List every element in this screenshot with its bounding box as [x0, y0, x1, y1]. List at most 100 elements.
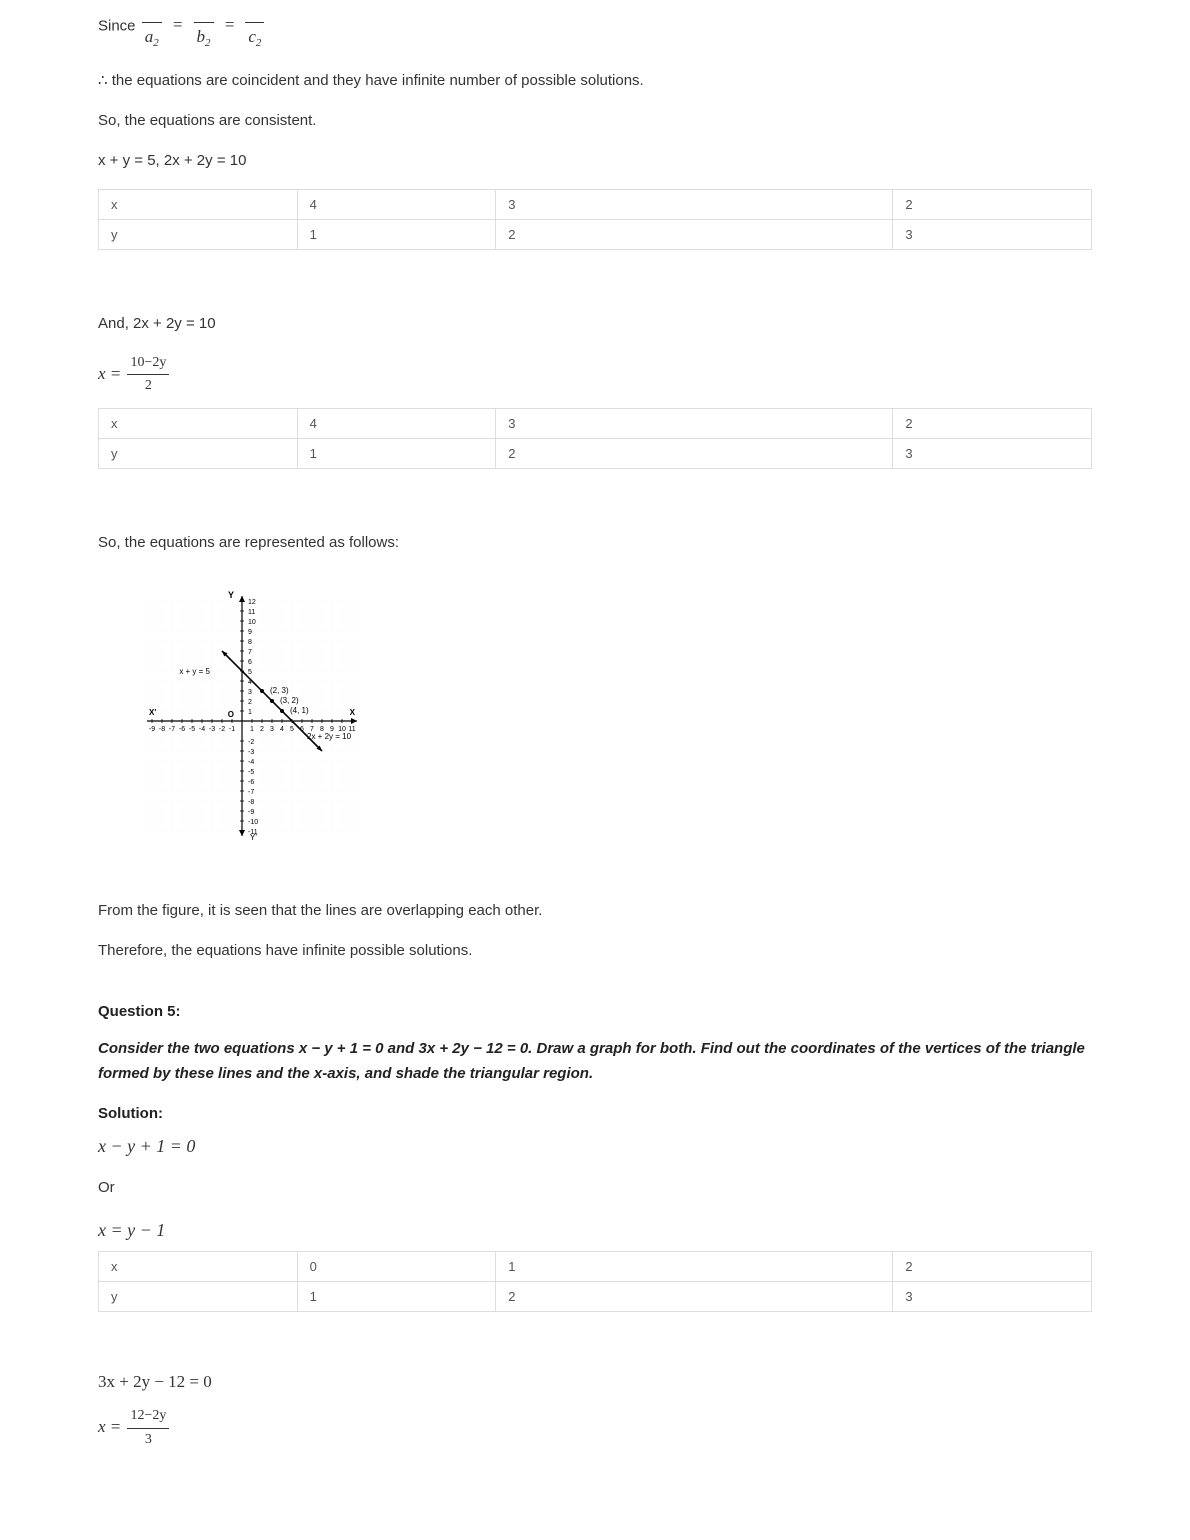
- table-row: x 4 3 2: [99, 408, 1092, 438]
- svg-text:-1: -1: [229, 726, 235, 733]
- svg-text:O: O: [228, 710, 234, 719]
- svg-text:6: 6: [248, 659, 252, 666]
- eq-sol2: x = y − 1: [98, 1216, 1092, 1245]
- svg-text:5: 5: [290, 726, 294, 733]
- table-cell: 3: [893, 1282, 1092, 1312]
- svg-text:-5: -5: [189, 726, 195, 733]
- para-or: Or: [98, 1176, 1092, 1200]
- table-cell: y: [99, 219, 298, 249]
- svg-text:Y: Y: [228, 590, 234, 600]
- svg-text:10: 10: [248, 619, 256, 626]
- table-row: y 1 2 3: [99, 219, 1092, 249]
- table-cell: 3: [496, 189, 893, 219]
- table-cell: x: [99, 1252, 298, 1282]
- svg-text:-9: -9: [248, 809, 254, 816]
- svg-text:7: 7: [248, 649, 252, 656]
- table-cell: y: [99, 1282, 298, 1312]
- svg-text:2x + 2y = 10: 2x + 2y = 10: [307, 732, 352, 741]
- question-5-head: Question 5:: [98, 1003, 1092, 1020]
- table-cell: 3: [496, 408, 893, 438]
- svg-text:Y': Y': [250, 833, 257, 842]
- eq-sign-1: =: [172, 15, 183, 34]
- svg-text:-3: -3: [209, 726, 215, 733]
- table-row: y 1 2 3: [99, 438, 1092, 468]
- svg-text:2: 2: [260, 726, 264, 733]
- eq-sol1: x − y + 1 = 0: [98, 1132, 1092, 1161]
- svg-text:-6: -6: [179, 726, 185, 733]
- svg-text:(4, 1): (4, 1): [290, 706, 309, 715]
- solution-head: Solution:: [98, 1105, 1092, 1122]
- table-cell: 1: [496, 1252, 893, 1282]
- ratio-b: b2: [194, 0, 214, 53]
- svg-text:4: 4: [280, 726, 284, 733]
- para-represented: So, the equations are represented as fol…: [98, 531, 1092, 555]
- table-cell: x: [99, 189, 298, 219]
- table-cell: 4: [297, 408, 496, 438]
- svg-text:2: 2: [248, 699, 252, 706]
- table-cell: 2: [496, 438, 893, 468]
- table-cell: 2: [496, 219, 893, 249]
- table-cell: 2: [893, 408, 1092, 438]
- table-cell: 1: [297, 1282, 496, 1312]
- table-row: x 4 3 2: [99, 189, 1092, 219]
- table-1: x 4 3 2 y 1 2 3: [98, 189, 1092, 250]
- eq-line2: 3x + 2y − 12 = 0: [98, 1368, 1092, 1395]
- eq-x-frac2: x = 12−2y 3: [98, 1405, 1092, 1451]
- ratio-c: c2: [245, 0, 264, 53]
- svg-text:11: 11: [248, 609, 255, 616]
- table-cell: 2: [893, 1252, 1092, 1282]
- table-cell: 3: [893, 219, 1092, 249]
- table-cell: 1: [297, 438, 496, 468]
- eq-sign-2: =: [224, 15, 235, 34]
- svg-text:(3, 2): (3, 2): [280, 696, 299, 705]
- table-row: x 0 1 2: [99, 1252, 1092, 1282]
- svg-text:-7: -7: [169, 726, 175, 733]
- line-since: Since a2 = b2 = c2: [98, 0, 1092, 53]
- para-equations: x + y = 5, 2x + 2y = 10: [98, 149, 1092, 173]
- table-cell: 0: [297, 1252, 496, 1282]
- para-therefore: Therefore, the equations have infinite p…: [98, 939, 1092, 963]
- table-row: y 1 2 3: [99, 1282, 1092, 1312]
- graph-figure: -9-8-7-6-5-4-3-2-11234567891011121110987…: [92, 571, 1092, 871]
- svg-text:1: 1: [250, 726, 254, 733]
- table-cell: 4: [297, 189, 496, 219]
- svg-text:1: 1: [248, 709, 252, 716]
- svg-text:3: 3: [270, 726, 274, 733]
- table-2: x 4 3 2 y 1 2 3: [98, 408, 1092, 469]
- fraction-2: 12−2y 3: [127, 1405, 169, 1451]
- svg-text:9: 9: [248, 629, 252, 636]
- table-cell: 2: [893, 189, 1092, 219]
- para-and-eq: And, 2x + 2y = 10: [98, 312, 1092, 336]
- question-5-body: Consider the two equations x − y + 1 = 0…: [98, 1036, 1092, 1087]
- table-cell: 1: [297, 219, 496, 249]
- svg-text:X: X: [350, 708, 356, 717]
- svg-text:3: 3: [248, 689, 252, 696]
- svg-text:-4: -4: [248, 759, 254, 766]
- svg-text:5: 5: [248, 669, 252, 676]
- para-consistent: So, the equations are consistent.: [98, 109, 1092, 133]
- svg-text:-4: -4: [199, 726, 205, 733]
- svg-text:-6: -6: [248, 779, 254, 786]
- svg-text:-2: -2: [219, 726, 225, 733]
- svg-text:12: 12: [248, 599, 256, 606]
- svg-text:X': X': [149, 708, 156, 717]
- svg-text:x + y = 5: x + y = 5: [179, 667, 210, 676]
- eq-x-frac1: x = 10−2y 2: [98, 352, 1092, 398]
- ratio-a: a2: [142, 0, 162, 53]
- svg-text:-10: -10: [248, 819, 258, 826]
- table-cell: y: [99, 438, 298, 468]
- graph-svg: -9-8-7-6-5-4-3-2-11234567891011121110987…: [92, 571, 452, 871]
- svg-text:-9: -9: [149, 726, 155, 733]
- fraction-1: 10−2y 2: [127, 352, 169, 398]
- table-cell: 3: [893, 438, 1092, 468]
- svg-text:-2: -2: [248, 739, 254, 746]
- svg-text:-5: -5: [248, 769, 254, 776]
- svg-text:-8: -8: [159, 726, 165, 733]
- table-cell: x: [99, 408, 298, 438]
- svg-text:-7: -7: [248, 789, 254, 796]
- table-3: x 0 1 2 y 1 2 3: [98, 1251, 1092, 1312]
- para-from-figure: From the figure, it is seen that the lin…: [98, 899, 1092, 923]
- since-text: Since: [98, 17, 140, 34]
- svg-text:-8: -8: [248, 799, 254, 806]
- svg-text:-3: -3: [248, 749, 254, 756]
